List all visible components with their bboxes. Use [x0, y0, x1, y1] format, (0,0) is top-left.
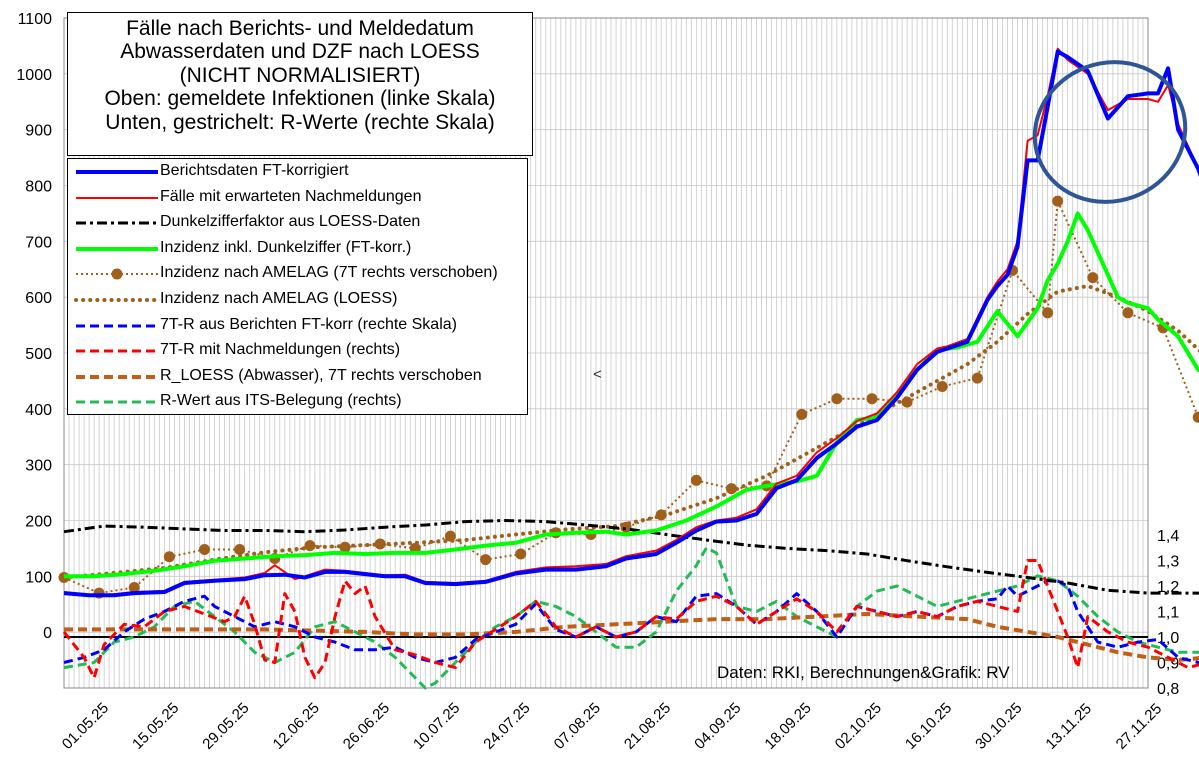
legend-marker — [112, 269, 123, 280]
legend-swatch — [72, 313, 162, 338]
chart-title-line: Fälle nach Berichts- und Meldedatum — [68, 17, 532, 40]
legend-swatch — [72, 338, 162, 363]
x-tick-label: 02.10.25 — [832, 700, 885, 753]
legend-label: Dunkelzifferfaktor aus LOESS-Daten — [160, 213, 420, 231]
x-tick-label: 27.11.25 — [1113, 700, 1166, 753]
series-marker — [831, 393, 842, 404]
legend-item: 7T-R mit Nachmeldungen (rechts) — [68, 338, 527, 363]
series-marker — [480, 554, 491, 565]
series-marker — [515, 549, 526, 560]
legend-item: Inzidenz inkl. Dunkelziffer (FT-korr.) — [68, 236, 527, 261]
x-tick-label: 10.07.25 — [410, 700, 463, 753]
legend-item: Fälle mit erwarteten Nachmeldungen — [68, 185, 527, 210]
series-marker — [1193, 412, 1199, 423]
legend-swatch — [72, 287, 162, 312]
series-marker — [1087, 272, 1098, 283]
y-left-tick-label: 1100 — [18, 11, 53, 28]
chart-title-line: Abwasserdaten und DZF nach LOESS — [68, 40, 532, 63]
legend-label: 7T-R aus Berichten FT-korr (rechte Skala… — [160, 316, 457, 334]
series-marker — [1122, 307, 1133, 318]
legend-label: R-Wert aus ITS-Belegung (rechts) — [160, 392, 402, 410]
y-left-tick-label: 600 — [25, 290, 52, 307]
y-left-tick-label: 0 — [43, 625, 52, 642]
series-marker — [1042, 307, 1053, 318]
series-marker — [656, 509, 667, 520]
legend-label: 7T-R mit Nachmeldungen (rechts) — [160, 341, 400, 359]
y-left-tick-label: 400 — [25, 402, 52, 419]
y-right-tick-label: 1,4 — [1157, 528, 1179, 545]
chart-title-line: Unten, gestrichelt: R-Werte (rechte Skal… — [68, 111, 532, 134]
legend-swatch — [72, 236, 162, 261]
x-tick-label: 30.10.25 — [972, 700, 1025, 753]
series-marker — [937, 381, 948, 392]
legend-label: Inzidenz nach AMELAG (7T rechts verschob… — [160, 264, 498, 282]
series-marker — [902, 397, 913, 408]
legend-item: Inzidenz nach AMELAG (7T rechts verschob… — [68, 261, 527, 286]
series-marker — [726, 483, 737, 494]
legend-swatch — [72, 389, 162, 414]
legend-label: Inzidenz inkl. Dunkelziffer (FT-korr.) — [160, 239, 411, 257]
chart-title-line: (NICHT NORMALISIERT) — [68, 64, 532, 87]
y-left-tick-label: 800 — [25, 179, 52, 196]
y-right-tick-label: 1,0 — [1157, 630, 1179, 647]
series-marker — [375, 538, 386, 549]
legend-label: R_LOESS (Abwasser), 7T rechts verschoben — [160, 367, 482, 385]
legend: Berichtsdaten FT-korrigiert Fälle mit erw… — [67, 158, 528, 415]
y-left-tick-label: 200 — [25, 514, 52, 531]
x-tick-label: 07.08.25 — [551, 700, 604, 753]
x-tick-label: 01.05.25 — [59, 700, 112, 753]
legend-item: R_LOESS (Abwasser), 7T rechts verschoben — [68, 364, 527, 389]
series-marker — [445, 531, 456, 542]
series-marker — [972, 373, 983, 384]
legend-item: Inzidenz nach AMELAG (LOESS) — [68, 287, 527, 312]
x-tick-label: 12.06.25 — [270, 700, 323, 753]
legend-swatch — [72, 261, 162, 286]
y-left-tick-label: 300 — [25, 458, 52, 475]
stray-mark: < — [593, 366, 602, 383]
legend-item: Berichtsdaten FT-korrigiert — [68, 159, 527, 184]
x-tick-label: 13.11.25 — [1042, 700, 1095, 753]
legend-item: 7T-R aus Berichten FT-korr (rechte Skala… — [68, 313, 527, 338]
legend-swatch — [72, 185, 162, 210]
chart-title-line: Oben: gemeldete Infektionen (linke Skala… — [68, 87, 532, 110]
y-left-tick-label: 500 — [25, 346, 52, 363]
series-marker — [164, 551, 175, 562]
series-marker — [199, 544, 210, 555]
credit-text: Daten: RKI, Berechnungen&Grafik: RV — [717, 663, 1010, 683]
legend-swatch — [72, 364, 162, 389]
chart-title-box: Fälle nach Berichts- und Meldedatum Abwa… — [67, 12, 533, 156]
x-tick-label: 16.10.25 — [902, 700, 955, 753]
series-marker — [621, 522, 632, 533]
series-marker — [691, 475, 702, 486]
x-tick-label: 18.09.25 — [761, 700, 814, 753]
legend-swatch — [72, 210, 162, 235]
series-marker — [234, 544, 245, 555]
legend-item: Dunkelzifferfaktor aus LOESS-Daten — [68, 210, 527, 235]
y-left-tick-label: 1000 — [16, 67, 52, 84]
y-left-tick-label: 700 — [25, 234, 52, 251]
y-left-tick-label: 900 — [25, 123, 52, 140]
x-tick-label: 26.06.25 — [340, 700, 393, 753]
x-tick-label: 15.05.25 — [129, 700, 182, 753]
y-left-tick-label: 100 — [25, 569, 52, 586]
x-tick-label: 04.09.25 — [691, 700, 744, 753]
series-marker — [866, 393, 877, 404]
y-right-tick-label: 1,3 — [1157, 554, 1179, 571]
y-right-tick-label: 1,1 — [1157, 605, 1179, 622]
series-marker — [1052, 196, 1063, 207]
series-marker — [304, 540, 315, 551]
x-tick-label: 21.08.25 — [621, 700, 674, 753]
legend-swatch — [72, 159, 162, 184]
y-right-tick-label: 0,8 — [1157, 681, 1179, 698]
legend-item: R-Wert aus ITS-Belegung (rechts) — [68, 389, 527, 414]
x-tick-label: 29.05.25 — [199, 700, 252, 753]
legend-label: Berichtsdaten FT-korrigiert — [160, 162, 349, 180]
legend-label: Fälle mit erwarteten Nachmeldungen — [160, 188, 421, 206]
x-tick-label: 24.07.25 — [480, 700, 533, 753]
legend-label: Inzidenz nach AMELAG (LOESS) — [160, 290, 397, 308]
series-marker — [796, 409, 807, 420]
